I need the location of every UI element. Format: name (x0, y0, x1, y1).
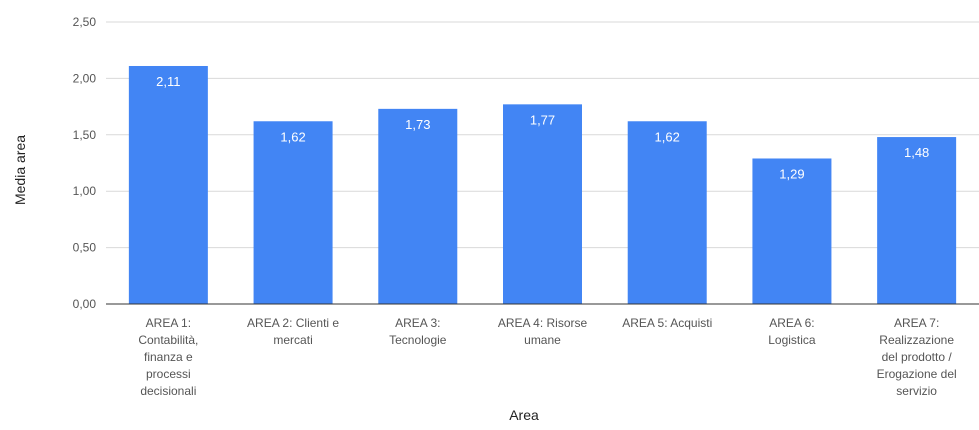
bar-value-label: 1,48 (904, 145, 929, 160)
x-tick-label-line: AREA 4: Risorse (498, 316, 588, 330)
x-tick-label-line: finanza e (144, 350, 193, 364)
x-tick-label-line: AREA 2: Clienti e (247, 316, 339, 330)
x-axis-ticks: AREA 1: Contabilità, finanza e processi deci… (138, 316, 956, 398)
x-tick-label-line: AREA 3: (395, 316, 440, 330)
bar-value-label: 1,62 (280, 129, 305, 144)
bar-value-label: 1,77 (530, 112, 555, 127)
bar (752, 158, 832, 304)
bar-value-label: 2,11 (156, 74, 180, 89)
bar (503, 104, 582, 305)
y-axis-label: Media area (12, 135, 28, 205)
x-tick-label-line: servizio (896, 384, 937, 398)
x-tick-label-line: Tecnologie (389, 333, 447, 347)
y-tick-label: 2,00 (73, 71, 97, 85)
y-tick-label: 1,50 (73, 128, 97, 142)
x-tick-label-line: decisionali (140, 384, 196, 398)
bar (877, 137, 957, 304)
x-tick-label: AREA 3: Tecnologie (389, 316, 447, 347)
y-axis-ticks: 0,00 0,50 1,00 1,50 2,00 2,50 (73, 15, 97, 311)
y-tick-label: 1,00 (73, 184, 97, 198)
x-tick-label-line: Erogazione del (877, 367, 957, 381)
x-tick-label-line: AREA 1: (146, 316, 191, 330)
x-tick-label: AREA 2: Clienti e mercati (247, 316, 339, 347)
bar-value-label: 1,73 (405, 117, 430, 132)
x-axis-label: Area (509, 407, 539, 423)
x-tick-label-line: Contabilità, (138, 333, 198, 347)
bar (253, 121, 333, 304)
y-tick-label: 0,00 (73, 297, 97, 311)
x-tick-label-line: AREA 5: Acquisti (622, 316, 712, 330)
x-tick-label: AREA 1: Contabilità, finanza e processi deci… (138, 316, 198, 398)
bars (128, 65, 957, 305)
bar (128, 65, 208, 304)
x-tick-label-line: umane (524, 333, 561, 347)
x-tick-label-line: AREA 7: (894, 316, 939, 330)
x-tick-label: AREA 4: Risorse umane (498, 316, 588, 347)
x-tick-label-line: del prodotto / (882, 350, 953, 364)
x-tick-label-line: processi (146, 367, 191, 381)
y-tick-label: 2,50 (73, 15, 97, 29)
bar (627, 121, 707, 304)
data-labels: 2,11 1,62 1,73 1,77 1,62 1,29 1,48 (156, 74, 929, 181)
x-tick-label: AREA 7: Realizzazione del prodotto / Erogaz… (877, 316, 957, 398)
x-tick-label-line: Realizzazione (879, 333, 954, 347)
y-tick-label: 0,50 (73, 241, 97, 255)
bar-value-label: 1,62 (655, 129, 680, 144)
x-tick-label-line: AREA 6: (769, 316, 814, 330)
x-tick-label-line: mercati (273, 333, 312, 347)
x-tick-label-line: Logistica (768, 333, 816, 347)
bar (378, 108, 458, 304)
bar-value-label: 1,29 (779, 166, 804, 181)
x-tick-label: AREA 6: Logistica (768, 316, 816, 347)
x-tick-label: AREA 5: Acquisti (622, 316, 712, 330)
